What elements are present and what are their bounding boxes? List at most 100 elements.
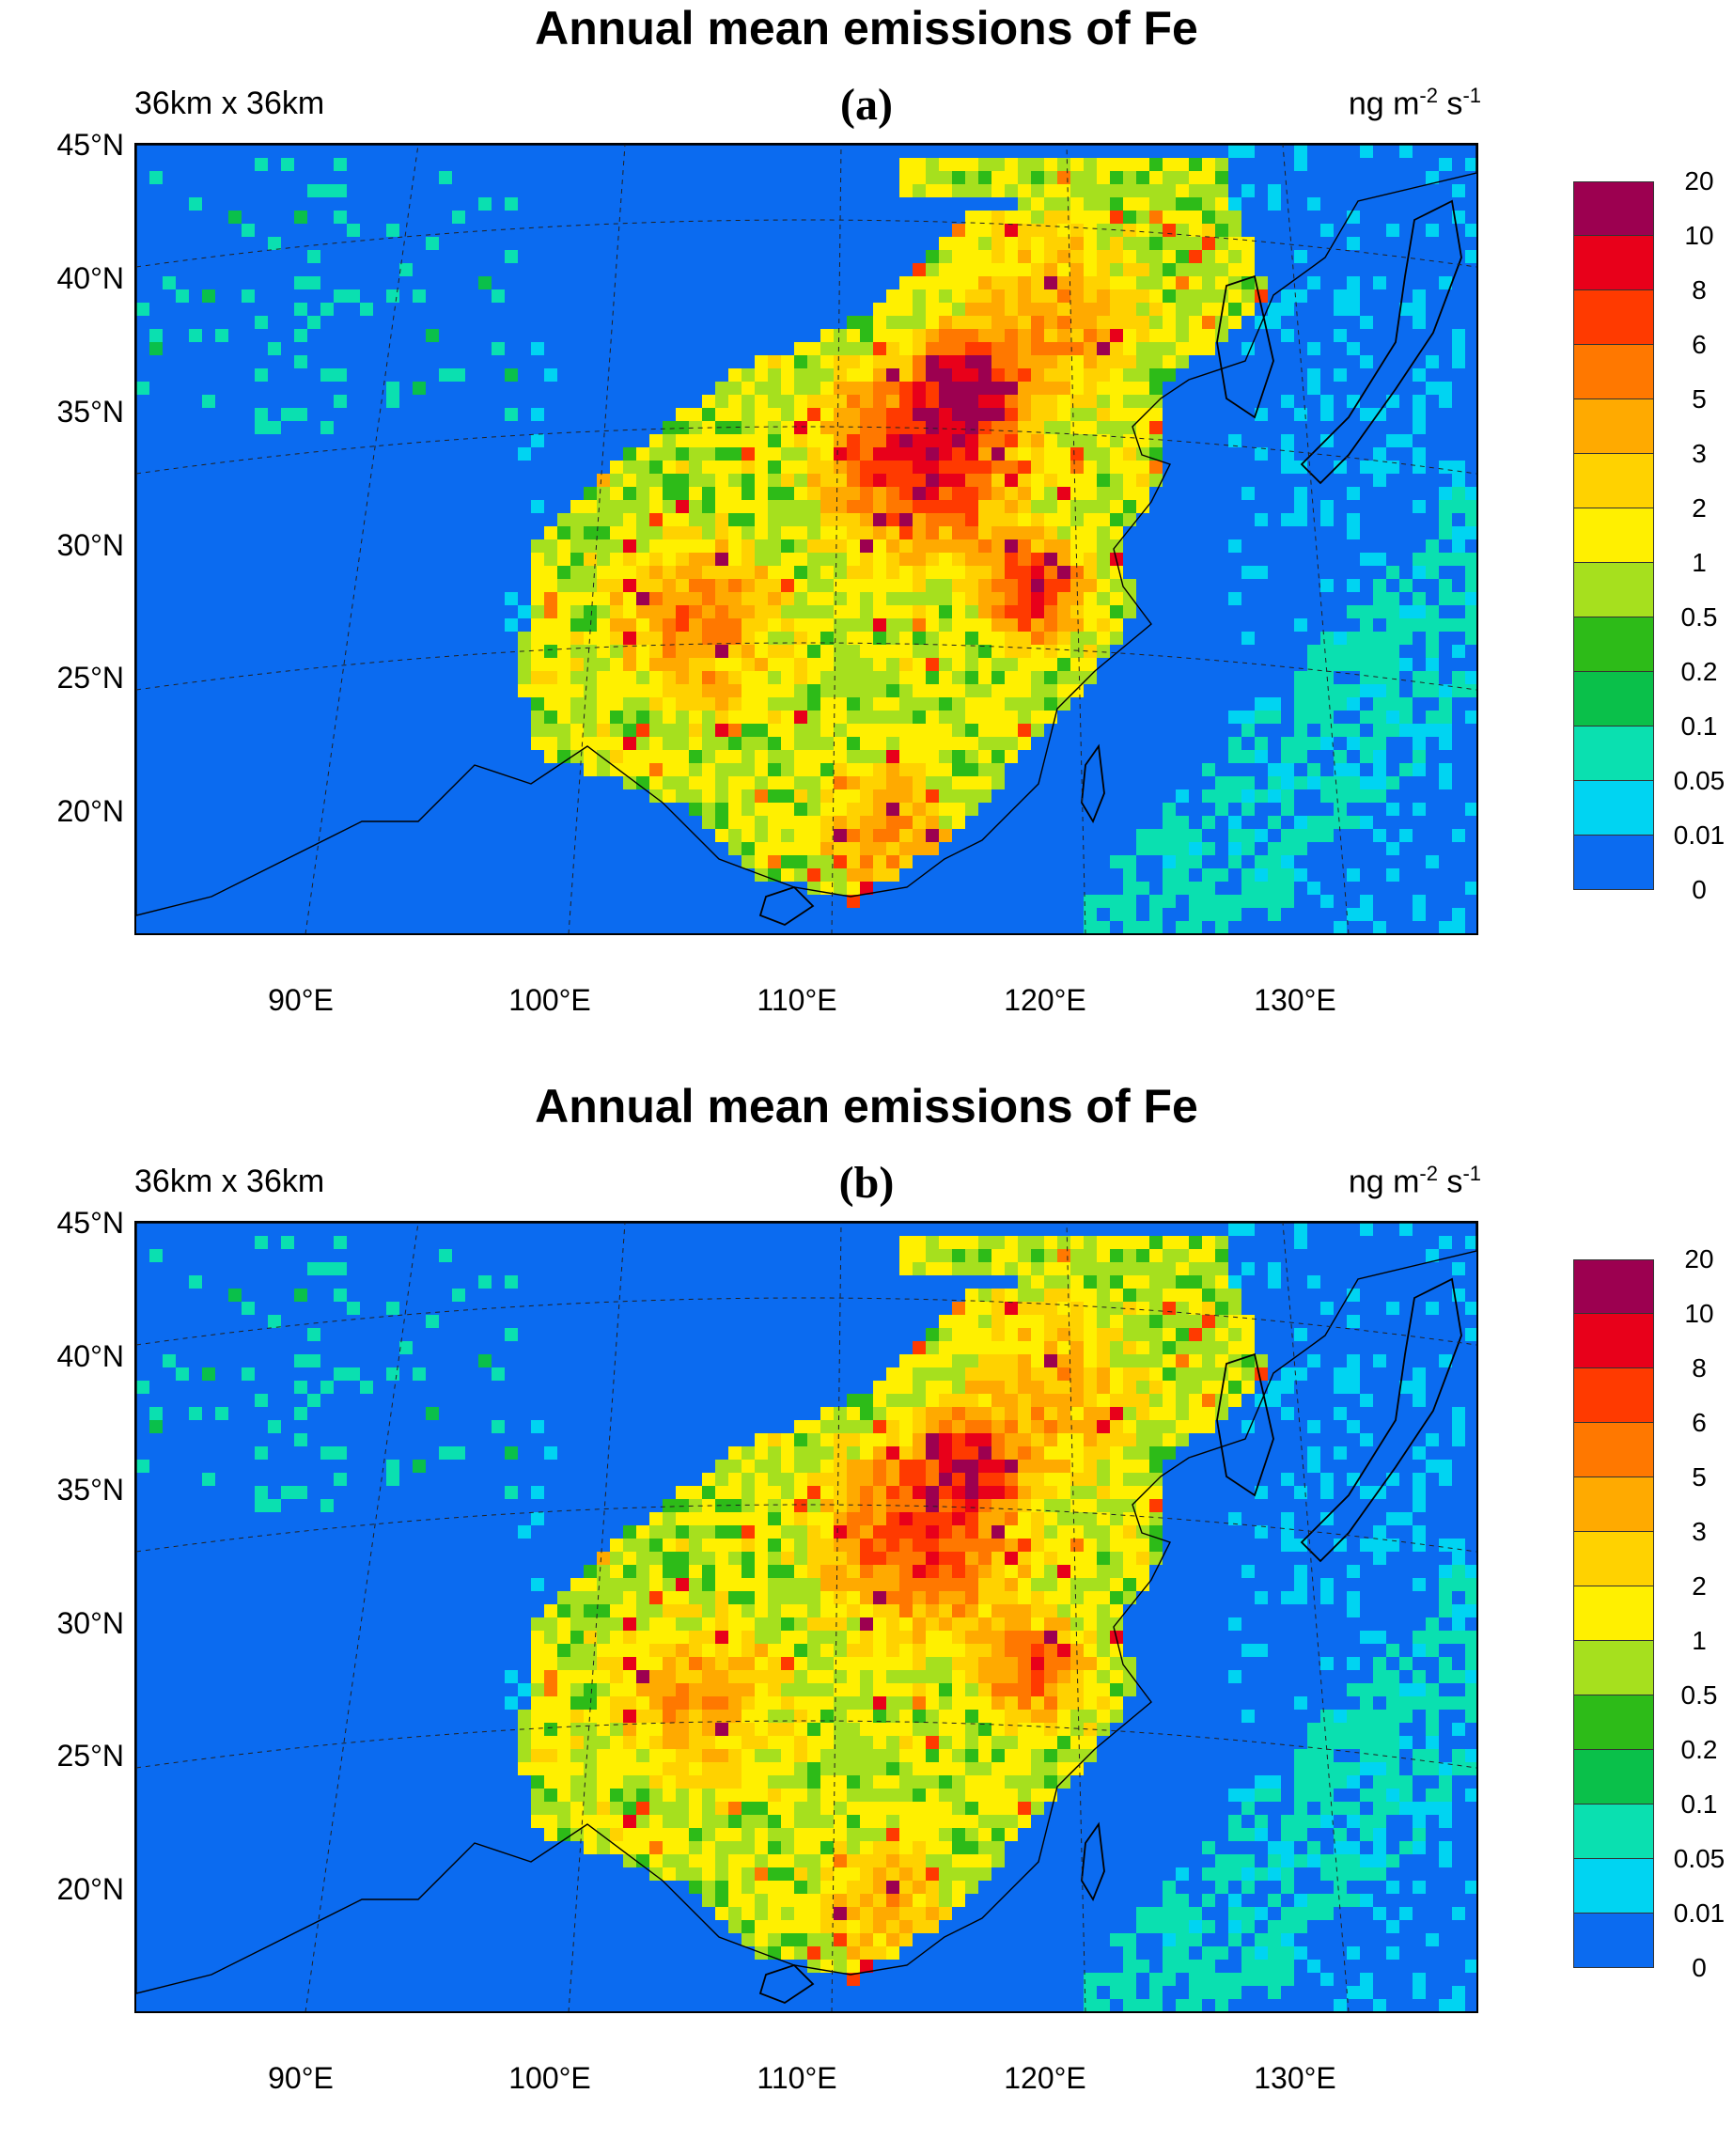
colorbar-swatch (1573, 1314, 1654, 1368)
latitude-tick-label: 45°N (56, 128, 125, 162)
colorbar (1573, 181, 1654, 890)
island-outline (1300, 199, 1462, 485)
resolution-label: 36km x 36km (134, 1164, 325, 1199)
latitude-tick-label: 40°N (56, 1339, 125, 1373)
longitude-tick-label: 130°E (1254, 2061, 1336, 2095)
longitude-tick-label: 100°E (508, 2061, 591, 2095)
colorbar-level-label: 0.5 (1680, 1680, 1718, 1710)
panel-title: Annual mean emissions of Fe (535, 1080, 1198, 1133)
colorbar-level-label: 0.01 (1673, 1898, 1725, 1928)
colorbar-swatch (1573, 781, 1654, 836)
emission-grid (136, 1223, 1476, 2011)
colorbar-level-label: 6 (1692, 1408, 1707, 1437)
island-outline (758, 885, 815, 927)
colorbar-swatch (1573, 508, 1654, 563)
colorbar-swatch (1573, 1641, 1654, 1695)
colorbar-level-label: 6 (1692, 330, 1707, 359)
longitude-tick-label: 90°E (268, 2061, 334, 2095)
longitude-tick-label: 110°E (757, 2061, 837, 2095)
latitude-tick-label: 25°N (56, 1739, 125, 1773)
resolution-label: 36km x 36km (134, 86, 325, 121)
colorbar-level-label: 8 (1692, 275, 1707, 305)
panel-title: Annual mean emissions of Fe (535, 2, 1198, 55)
colorbar-swatch (1573, 345, 1654, 399)
colorbar-swatch (1573, 1368, 1654, 1423)
colorbar-swatch (1573, 1750, 1654, 1804)
colorbar-swatch (1573, 1259, 1654, 1314)
latitude-tick-label: 45°N (56, 1206, 125, 1240)
latitude-tick-label: 40°N (56, 261, 125, 295)
colorbar-level-label: 0.05 (1673, 766, 1725, 795)
colorbar-swatch (1573, 1859, 1654, 1914)
island-outline (1300, 1277, 1462, 1563)
longitude-tick-label: 90°E (268, 983, 334, 1017)
colorbar-level-label: 20 (1684, 166, 1714, 195)
colorbar-level-label: 10 (1684, 1299, 1714, 1328)
colorbar-swatch (1573, 454, 1654, 508)
colorbar-swatch (1573, 1914, 1654, 1968)
colorbar-swatch (1573, 1695, 1654, 1750)
colorbar-level-label: 0.1 (1680, 711, 1718, 741)
colorbar-level-label: 0.2 (1680, 1735, 1718, 1764)
colorbar-swatch (1573, 1532, 1654, 1586)
colorbar-level-label: 5 (1692, 1462, 1707, 1492)
latitude-tick-label: 35°N (56, 1473, 125, 1507)
island-outline (1216, 274, 1274, 419)
island-outline (1081, 743, 1105, 824)
units-label: ng m-2 s-1 (1348, 1162, 1481, 1200)
island-outline (1081, 1821, 1105, 1902)
colorbar-level-label: 3 (1692, 439, 1707, 468)
coastline (136, 1223, 1476, 1994)
colorbar-swatch (1573, 1586, 1654, 1641)
panel-a: Annual mean emissions of Fe (a) 36km x 3… (56, 2, 1725, 1017)
colorbar-level-label: 0.01 (1673, 820, 1725, 850)
colorbar-swatch (1573, 399, 1654, 454)
latitude-tick-label: 25°N (56, 661, 125, 695)
colorbar-level-label: 20 (1684, 1244, 1714, 1273)
longitude-tick-label: 120°E (1004, 983, 1086, 1017)
colorbar-level-label: 0.1 (1680, 1789, 1718, 1819)
emission-cells (136, 145, 1476, 933)
colorbar-level-label: 10 (1684, 221, 1714, 250)
coastline (136, 145, 1476, 916)
colorbar-swatch (1573, 726, 1654, 781)
emission-map (134, 143, 1478, 935)
graticule (136, 1223, 1476, 2011)
longitude-tick-label: 100°E (508, 983, 591, 1017)
panel-tag: (b) (838, 1158, 895, 1208)
colorbar-swatch (1573, 1423, 1654, 1477)
island-outline (1216, 1352, 1274, 1497)
colorbar-level-label: 2 (1692, 493, 1707, 523)
colorbar-level-label: 0 (1692, 875, 1707, 904)
latitude-tick-label: 35°N (56, 395, 125, 429)
colorbar-swatch (1573, 617, 1654, 672)
graticule (136, 145, 1476, 933)
colorbar-level-label: 0.05 (1673, 1844, 1725, 1873)
emission-cells (136, 1223, 1476, 2011)
latitude-tick-label: 20°N (56, 1872, 125, 1906)
longitude-tick-label: 110°E (757, 983, 837, 1017)
longitude-tick-label: 130°E (1254, 983, 1336, 1017)
colorbar-swatch (1573, 1477, 1654, 1532)
units-label: ng m-2 s-1 (1348, 84, 1481, 122)
emission-map (134, 1221, 1478, 2013)
latitude-tick-label: 30°N (56, 1606, 125, 1640)
panel-tag: (a) (840, 80, 893, 130)
colorbar (1573, 1259, 1654, 1968)
colorbar-swatch (1573, 836, 1654, 890)
colorbar-swatch (1573, 563, 1654, 617)
colorbar-level-label: 8 (1692, 1353, 1707, 1383)
colorbar-level-label: 0.5 (1680, 602, 1718, 632)
latitude-tick-label: 20°N (56, 794, 125, 828)
emission-grid (136, 145, 1476, 933)
colorbar-swatch (1573, 181, 1654, 236)
panel-b: Annual mean emissions of Fe (b) 36km x 3… (0, 1078, 1733, 2156)
colorbar-level-label: 5 (1692, 384, 1707, 414)
colorbar-level-label: 0 (1692, 1953, 1707, 1982)
colorbar-level-label: 3 (1692, 1517, 1707, 1546)
island-outline (758, 1963, 815, 2005)
colorbar-swatch (1573, 236, 1654, 290)
latitude-tick-label: 30°N (56, 528, 125, 562)
colorbar-swatch (1573, 672, 1654, 726)
colorbar-swatch (1573, 1804, 1654, 1859)
